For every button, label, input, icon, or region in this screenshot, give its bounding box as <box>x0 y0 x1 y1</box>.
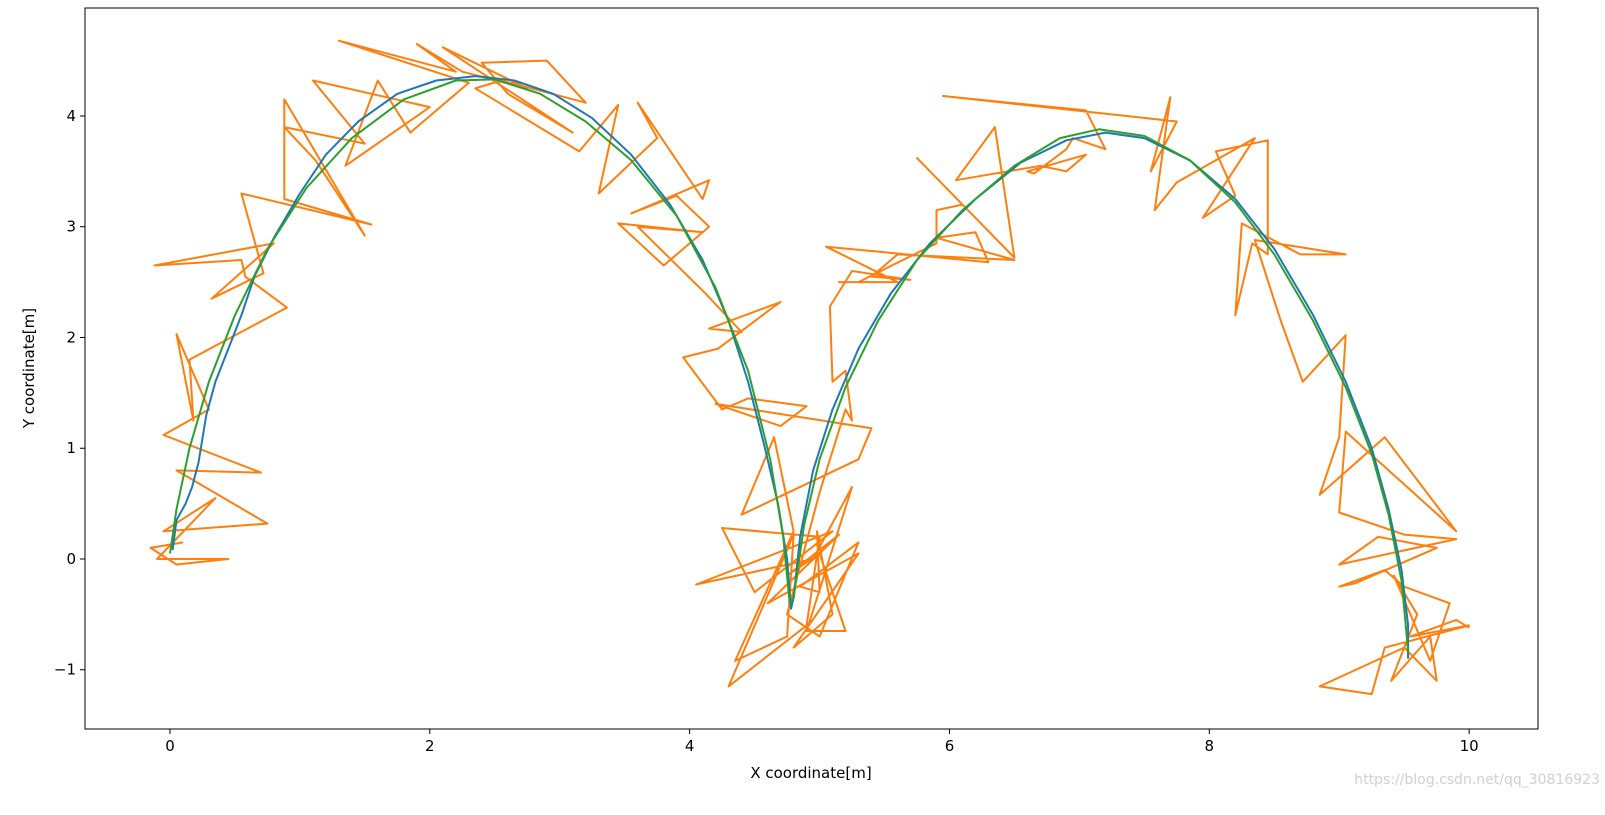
plot-frame <box>84 7 1539 730</box>
y-axis-label: Y coordinate[m] <box>20 308 38 429</box>
y-tick-label: 3 <box>66 218 76 236</box>
data-line <box>171 75 1410 659</box>
y-tick-label: 0 <box>66 550 76 568</box>
x-axis-label: X coordinate[m] <box>750 764 871 782</box>
x-tick-label: 10 <box>1460 737 1479 755</box>
y-tick-label: 4 <box>66 107 76 125</box>
y-tick-label: 1 <box>66 439 76 457</box>
x-tick-label: 0 <box>165 737 175 755</box>
x-tick-label: 6 <box>945 737 955 755</box>
x-tick-label: 2 <box>425 737 435 755</box>
x-tick-label: 8 <box>1205 737 1215 755</box>
data-line <box>169 78 1410 654</box>
y-tick-label: −1 <box>54 661 76 679</box>
x-tick-label: 4 <box>685 737 695 755</box>
y-tick-label: 2 <box>66 328 76 346</box>
watermark: https://blog.csdn.net/qq_30816923 <box>1354 772 1600 788</box>
data-line <box>149 39 1471 696</box>
